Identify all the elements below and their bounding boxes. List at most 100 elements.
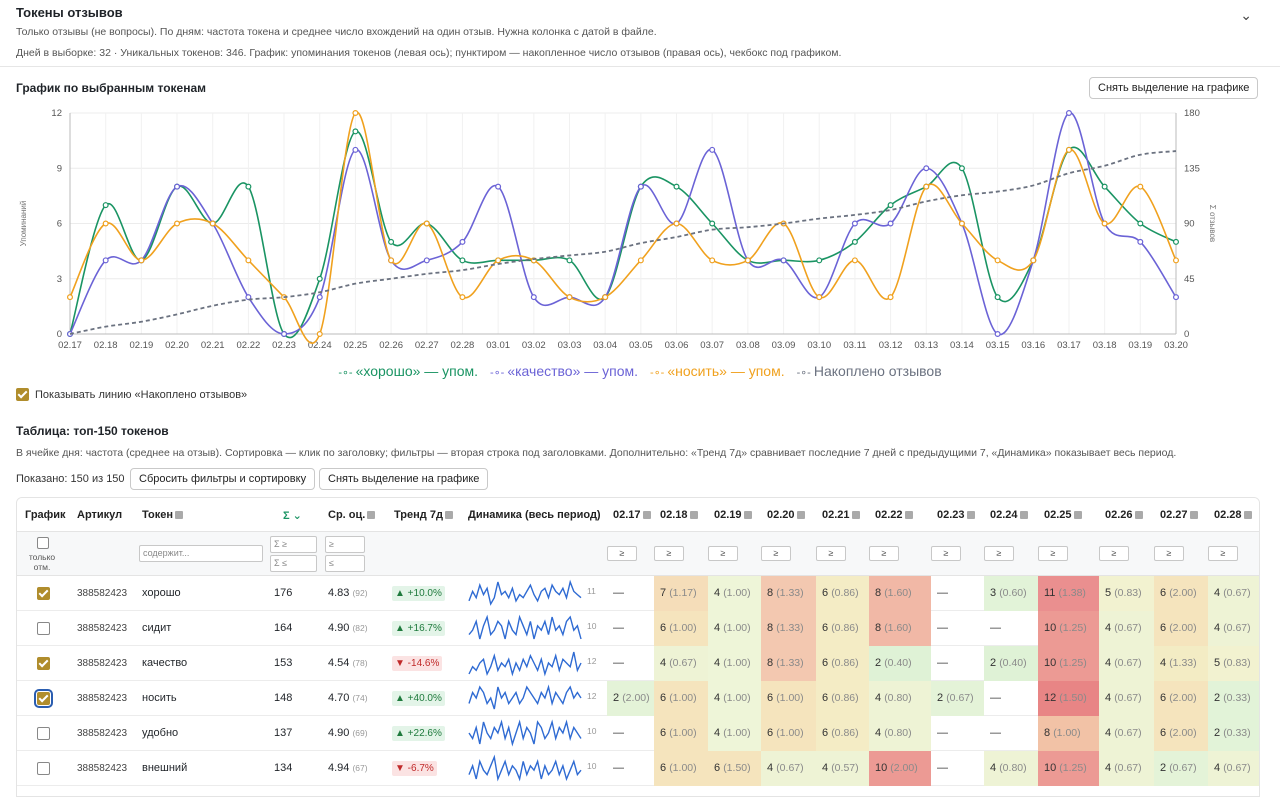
data-point[interactable] bbox=[1065, 110, 1072, 117]
legend-item-1[interactable]: -∘- «качество» — упом. bbox=[490, 363, 638, 379]
data-point[interactable] bbox=[1137, 238, 1144, 245]
data-point[interactable] bbox=[388, 257, 395, 264]
sort-icon[interactable] bbox=[367, 511, 376, 519]
data-point[interactable] bbox=[530, 294, 537, 301]
data-point[interactable] bbox=[1065, 146, 1072, 153]
col-day[interactable]: 02.28 bbox=[1214, 509, 1252, 521]
data-point[interactable] bbox=[673, 220, 680, 227]
sort-icon[interactable] bbox=[966, 511, 975, 519]
chevron-down-icon[interactable]: ⌄ bbox=[1240, 7, 1252, 23]
data-point[interactable] bbox=[923, 183, 930, 190]
sort-icon[interactable] bbox=[175, 511, 184, 519]
data-point[interactable] bbox=[174, 183, 181, 190]
data-point[interactable] bbox=[316, 275, 323, 282]
day-filter-input[interactable]: ≥ bbox=[1038, 546, 1068, 561]
col-token[interactable]: Токен bbox=[142, 509, 184, 521]
data-point[interactable] bbox=[423, 220, 430, 227]
data-point[interactable] bbox=[994, 331, 1001, 338]
col-day[interactable]: 02.19 bbox=[714, 509, 752, 521]
legend-item-3[interactable]: -∘- Накоплено отзывов bbox=[797, 363, 942, 379]
row-chart-checkbox[interactable] bbox=[37, 622, 50, 635]
day-filter-input[interactable]: ≥ bbox=[761, 546, 791, 561]
legend-item-0[interactable]: -∘- «хорошо» — упом. bbox=[338, 363, 478, 379]
data-point[interactable] bbox=[887, 220, 894, 227]
day-filter-input[interactable]: ≥ bbox=[607, 546, 637, 561]
data-point[interactable] bbox=[459, 257, 466, 264]
data-point[interactable] bbox=[602, 294, 609, 301]
data-point[interactable] bbox=[851, 238, 858, 245]
data-point[interactable] bbox=[851, 220, 858, 227]
day-filter-input[interactable]: ≥ bbox=[931, 546, 961, 561]
table-row[interactable]: 388582423 внешний 134 4.94 (67) ▼ -6.7% 10 — 6 … bbox=[17, 751, 1259, 786]
sort-icon[interactable] bbox=[904, 511, 913, 519]
data-point[interactable] bbox=[316, 331, 323, 338]
data-point[interactable] bbox=[1172, 257, 1179, 264]
data-point[interactable] bbox=[923, 165, 930, 172]
sort-icon[interactable] bbox=[743, 511, 752, 519]
data-point[interactable] bbox=[495, 183, 502, 190]
data-point[interactable] bbox=[744, 257, 751, 264]
data-point[interactable] bbox=[958, 220, 965, 227]
col-day[interactable]: 02.26 bbox=[1105, 509, 1143, 521]
day-filter-input[interactable]: ≥ bbox=[816, 546, 846, 561]
data-point[interactable] bbox=[352, 146, 359, 153]
col-day[interactable]: 02.17 bbox=[613, 509, 651, 521]
data-point[interactable] bbox=[102, 257, 109, 264]
data-point[interactable] bbox=[673, 183, 680, 190]
day-filter-input[interactable]: ≥ bbox=[708, 546, 738, 561]
data-point[interactable] bbox=[1137, 183, 1144, 190]
data-point[interactable] bbox=[566, 294, 573, 301]
token-filter-input[interactable]: содержит... bbox=[139, 545, 263, 562]
table-row[interactable]: 388582423 качество 153 4.54 (78) ▼ -14.6% 12 —… bbox=[17, 646, 1259, 681]
data-point[interactable] bbox=[1172, 294, 1179, 301]
col-day[interactable]: 02.25 bbox=[1044, 509, 1082, 521]
data-point[interactable] bbox=[994, 257, 1001, 264]
data-point[interactable] bbox=[102, 220, 109, 227]
sort-icon[interactable] bbox=[851, 511, 860, 519]
data-point[interactable] bbox=[281, 331, 288, 338]
col-day[interactable]: 02.18 bbox=[660, 509, 698, 521]
data-point[interactable] bbox=[209, 220, 216, 227]
sort-icon[interactable] bbox=[1019, 511, 1028, 519]
data-point[interactable] bbox=[851, 257, 858, 264]
row-chart-checkbox[interactable] bbox=[37, 762, 50, 775]
col-day[interactable]: 02.23 bbox=[937, 509, 975, 521]
data-point[interactable] bbox=[423, 257, 430, 264]
data-point[interactable] bbox=[66, 294, 73, 301]
legend-item-2[interactable]: -∘- «носить» — упом. bbox=[650, 363, 785, 379]
data-point[interactable] bbox=[709, 257, 716, 264]
data-point[interactable] bbox=[1030, 257, 1037, 264]
col-day[interactable]: 02.24 bbox=[990, 509, 1028, 521]
data-point[interactable] bbox=[174, 220, 181, 227]
sum-min-input[interactable]: Σ ≥ bbox=[270, 536, 317, 553]
table-row[interactable]: 388582423 сидит 164 4.90 (82) ▲ +16.7% 10 — 6 (… bbox=[17, 611, 1259, 646]
show-cumulative-checkbox[interactable] bbox=[16, 388, 29, 401]
data-point[interactable] bbox=[816, 257, 823, 264]
data-point[interactable] bbox=[1137, 220, 1144, 227]
clear-chart-selection-button[interactable]: Снять выделение на графике bbox=[1089, 77, 1259, 99]
sort-icon[interactable] bbox=[444, 511, 453, 519]
sort-icon[interactable] bbox=[1134, 511, 1143, 519]
rating-max-input[interactable]: ≤ bbox=[325, 555, 365, 572]
data-point[interactable] bbox=[102, 202, 109, 209]
col-day[interactable]: 02.22 bbox=[875, 509, 913, 521]
col-rating[interactable]: Ср. оц. bbox=[328, 509, 376, 521]
data-point[interactable] bbox=[459, 238, 466, 245]
col-day[interactable]: 02.27 bbox=[1160, 509, 1198, 521]
data-point[interactable] bbox=[459, 294, 466, 301]
table-row[interactable]: 388582423 носить 148 4.70 (74) ▲ +40.0% 12 2 (… bbox=[17, 681, 1259, 716]
data-point[interactable] bbox=[316, 294, 323, 301]
col-chart[interactable]: График bbox=[25, 509, 66, 521]
data-point[interactable] bbox=[637, 183, 644, 190]
day-filter-input[interactable]: ≥ bbox=[654, 546, 684, 561]
col-day[interactable]: 02.20 bbox=[767, 509, 805, 521]
col-article[interactable]: Артикул bbox=[77, 509, 123, 521]
row-chart-checkbox[interactable] bbox=[37, 587, 50, 600]
day-filter-input[interactable]: ≥ bbox=[869, 546, 899, 561]
data-point[interactable] bbox=[709, 146, 716, 153]
data-point[interactable] bbox=[1101, 183, 1108, 190]
data-point[interactable] bbox=[245, 183, 252, 190]
day-filter-input[interactable]: ≥ bbox=[1099, 546, 1129, 561]
data-point[interactable] bbox=[1172, 238, 1179, 245]
data-point[interactable] bbox=[709, 220, 716, 227]
